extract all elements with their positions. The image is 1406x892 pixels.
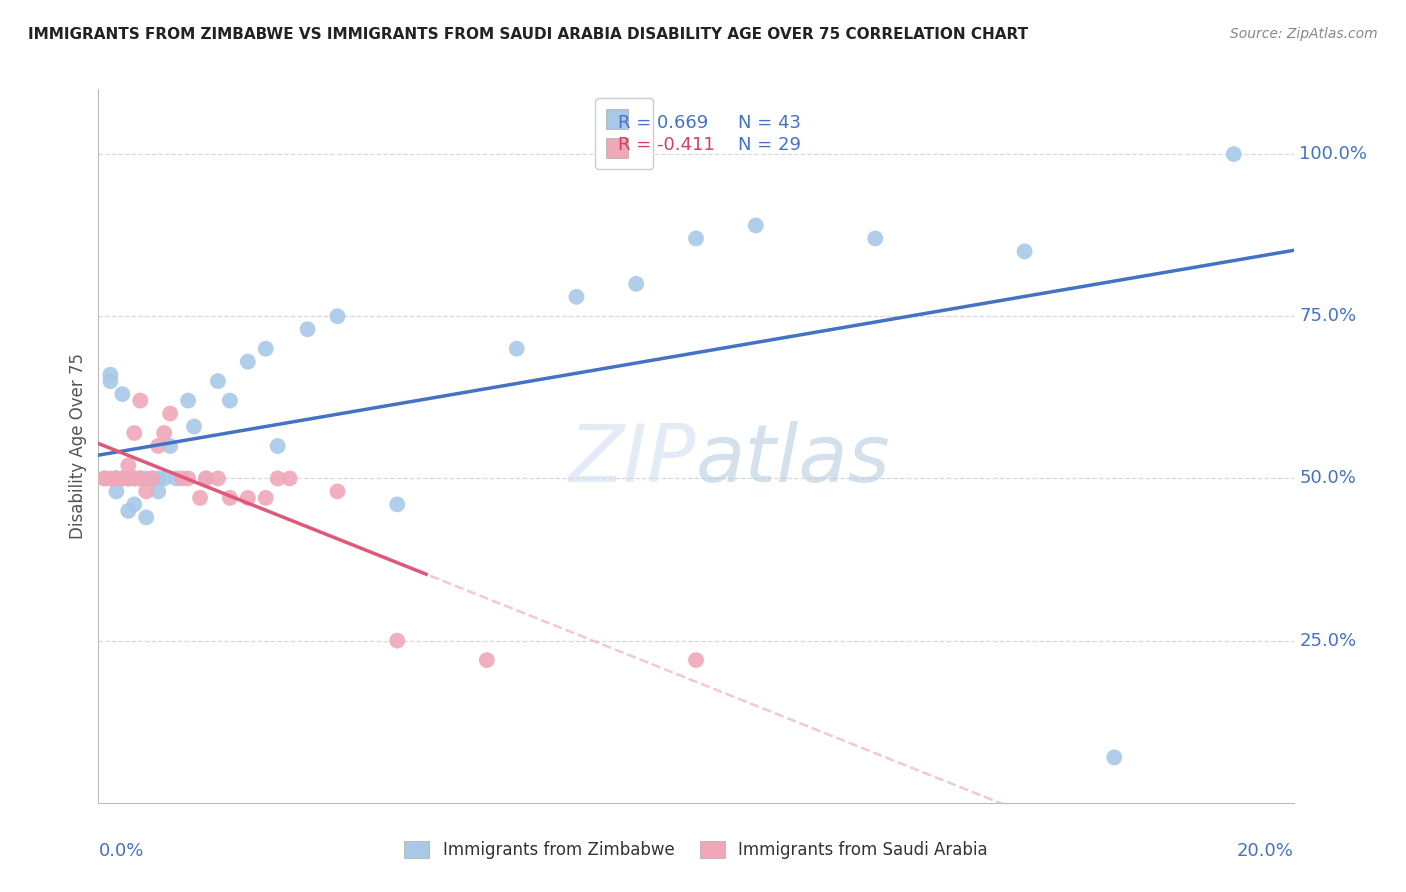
Text: 75.0%: 75.0% <box>1299 307 1357 326</box>
Point <box>236 491 259 505</box>
Point <box>207 471 229 485</box>
Point <box>624 277 647 291</box>
Point <box>685 653 707 667</box>
Point <box>475 653 498 667</box>
Point <box>153 471 176 485</box>
Point <box>105 484 128 499</box>
Text: ZIP: ZIP <box>568 421 696 500</box>
Point <box>385 633 409 648</box>
Text: N = 43: N = 43 <box>738 114 801 132</box>
Y-axis label: Disability Age Over 75: Disability Age Over 75 <box>69 353 87 539</box>
Point <box>111 471 134 485</box>
Point <box>194 471 218 485</box>
Point <box>159 439 181 453</box>
Point <box>236 354 259 368</box>
Text: N = 29: N = 29 <box>738 136 801 153</box>
Point <box>117 504 139 518</box>
Point <box>219 491 242 505</box>
Point <box>105 471 128 485</box>
Point <box>685 231 707 245</box>
Point <box>148 484 170 499</box>
Point <box>177 393 200 408</box>
Legend: Immigrants from Zimbabwe, Immigrants from Saudi Arabia: Immigrants from Zimbabwe, Immigrants fro… <box>398 834 994 866</box>
Point <box>129 471 152 485</box>
Point <box>194 471 218 485</box>
Point <box>148 439 170 453</box>
Point <box>153 425 176 440</box>
Point <box>172 471 194 485</box>
Point <box>98 368 122 382</box>
Point <box>117 471 139 485</box>
Point <box>865 231 887 245</box>
Text: 100.0%: 100.0% <box>1299 145 1368 163</box>
Point <box>385 497 409 511</box>
Point <box>148 471 170 485</box>
Point <box>177 471 200 485</box>
Point <box>267 439 290 453</box>
Text: Source: ZipAtlas.com: Source: ZipAtlas.com <box>1230 27 1378 41</box>
Point <box>124 471 146 485</box>
Point <box>98 374 122 388</box>
Point <box>506 342 529 356</box>
Point <box>1223 147 1246 161</box>
Point <box>129 471 152 485</box>
Point <box>135 471 157 485</box>
Text: 25.0%: 25.0% <box>1299 632 1357 649</box>
Point <box>124 497 146 511</box>
Point <box>141 471 163 485</box>
Text: 50.0%: 50.0% <box>1299 469 1357 487</box>
Text: R = -0.411: R = -0.411 <box>619 136 716 153</box>
Point <box>278 471 301 485</box>
Point <box>188 491 211 505</box>
Point <box>254 491 277 505</box>
Point <box>297 322 319 336</box>
Point <box>159 407 181 421</box>
Point <box>141 471 163 485</box>
Point <box>1014 244 1036 259</box>
Point <box>326 484 349 499</box>
Point <box>219 393 242 408</box>
Point <box>165 471 187 485</box>
Point <box>326 310 349 324</box>
Point <box>1104 750 1126 764</box>
Point <box>93 471 115 485</box>
Text: 20.0%: 20.0% <box>1237 842 1294 860</box>
Text: IMMIGRANTS FROM ZIMBABWE VS IMMIGRANTS FROM SAUDI ARABIA DISABILITY AGE OVER 75 : IMMIGRANTS FROM ZIMBABWE VS IMMIGRANTS F… <box>28 27 1028 42</box>
Point <box>111 387 134 401</box>
Point <box>117 471 139 485</box>
Text: atlas: atlas <box>696 421 891 500</box>
Point <box>98 471 122 485</box>
Point <box>93 471 115 485</box>
Point <box>207 374 229 388</box>
Point <box>267 471 290 485</box>
Point <box>129 471 152 485</box>
Point <box>254 342 277 356</box>
Point <box>117 458 139 473</box>
Point <box>105 471 128 485</box>
Text: R = 0.669: R = 0.669 <box>619 114 709 132</box>
Point <box>135 484 157 499</box>
Point <box>129 393 152 408</box>
Point <box>135 510 157 524</box>
Point <box>745 219 768 233</box>
Point <box>183 419 205 434</box>
Point <box>105 471 128 485</box>
Point <box>117 471 139 485</box>
Point <box>124 425 146 440</box>
Point <box>565 290 588 304</box>
Point <box>111 471 134 485</box>
Point <box>124 471 146 485</box>
Text: 0.0%: 0.0% <box>98 842 143 860</box>
